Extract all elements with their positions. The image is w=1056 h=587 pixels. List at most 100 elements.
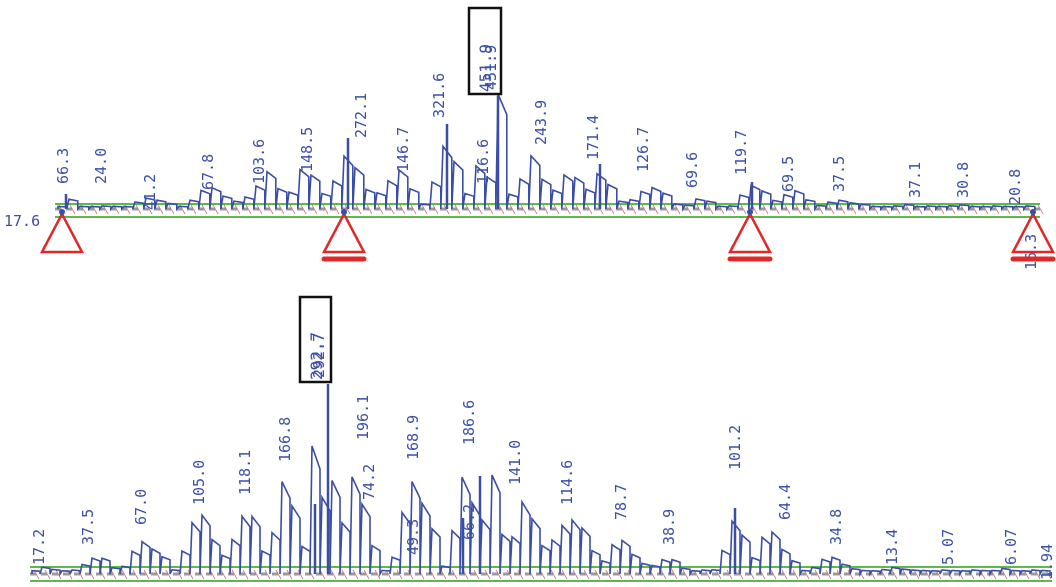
beam-hatch (363, 569, 370, 580)
beam-hatch (704, 569, 711, 580)
beam-hatch (652, 204, 659, 215)
bottom-value-label: 34.8 (827, 509, 845, 545)
beam-hatch (707, 204, 714, 215)
beam-hatch (781, 569, 788, 580)
beam-hatch (234, 204, 241, 215)
pin-support-icon (39, 211, 85, 254)
beam-hatch (762, 204, 769, 215)
beam-hatch (256, 204, 263, 215)
beam-hatch (905, 204, 912, 215)
beam-hatch (432, 204, 439, 215)
bottom-value-label: 105.0 (190, 460, 208, 505)
bottom-value-label: 78.7 (612, 484, 630, 520)
beam-hatch (443, 204, 450, 215)
beam-hatch (407, 569, 414, 580)
top-value-label: 37.1 (906, 162, 924, 198)
top-value-label: 116.6 (474, 139, 492, 184)
beam-hatch (157, 204, 164, 215)
bottom-value-label: 1.94 (1038, 544, 1056, 580)
beam-hatch (168, 204, 175, 215)
beam-hatch (146, 204, 153, 215)
beam-hatch (190, 204, 197, 215)
beam-hatch (212, 204, 219, 215)
beam-hatch (341, 569, 348, 580)
beam-hatch (498, 204, 505, 215)
bottom-value-label: 5.07 (939, 529, 957, 565)
beam-hatch (154, 569, 161, 580)
beam-hatch (374, 569, 381, 580)
beam-hatch (630, 204, 637, 215)
beam-hatch (476, 204, 483, 215)
beam-hatch (366, 204, 373, 215)
node-dot (59, 209, 65, 215)
beam-hatch (583, 569, 590, 580)
top-value-label: 243.9 (532, 100, 550, 145)
beam-hatch (396, 569, 403, 580)
beam-hatch (517, 569, 524, 580)
beam-hatch (278, 204, 285, 215)
bottom-value-labels: 17.2 37.5 67.0 105.0 118.1 166.8 292.7 196.1 74.… (30, 333, 1056, 580)
top-value-label: 37.5 (830, 156, 848, 192)
bottom-force-diagram: 17.2 37.5 67.0 105.0 118.1 166.8 292.7 196.1 74.… (30, 295, 1056, 582)
beam-hatch (847, 569, 854, 580)
beam-hatch (671, 569, 678, 580)
beam-hatch (817, 204, 824, 215)
beam-hatch (696, 204, 703, 215)
beam-hatch (795, 204, 802, 215)
beam-hatch (608, 204, 615, 215)
top-max-value-label: 451.9 (476, 44, 495, 92)
top-beam (55, 203, 1044, 218)
beam-hatch (803, 569, 810, 580)
top-value-label: 321.6 (430, 73, 448, 118)
beam-hatch (344, 204, 351, 215)
pin-support-icon (1010, 211, 1056, 254)
beam-hatch (564, 204, 571, 215)
beam-hatch (330, 569, 337, 580)
beam-hatch (286, 569, 293, 580)
beam-hatch (143, 569, 150, 580)
beam-hatch (627, 569, 634, 580)
bottom-value-label: 49.3 (404, 519, 422, 555)
beam-hatch (553, 204, 560, 215)
beam-hatch (495, 569, 502, 580)
bottom-value-label: 168.9 (404, 415, 422, 460)
top-value-label: 67.8 (199, 154, 217, 190)
diagram-outline-path (57, 93, 1036, 213)
beam-hatch (410, 204, 417, 215)
beam-hatch (69, 204, 76, 215)
pin-support-icon (727, 211, 773, 254)
beam-hatch (575, 204, 582, 215)
beam-hatch (440, 569, 447, 580)
beam-hatch (913, 569, 920, 580)
beam-hatch (311, 204, 318, 215)
beam-hatch (176, 569, 183, 580)
bottom-value-label: 118.1 (236, 450, 254, 495)
beam-hatch (506, 569, 513, 580)
beam-hatch (605, 569, 612, 580)
beam-hatch (594, 569, 601, 580)
beam-hatch (165, 569, 172, 580)
beam-hatch (55, 569, 62, 580)
beam-hatch (586, 204, 593, 215)
top-value-label: 119.7 (732, 130, 750, 175)
beam-hatch (473, 569, 480, 580)
beam-hatch (451, 569, 458, 580)
beam-hatch (1034, 569, 1041, 580)
bottom-value-label: 38.9 (660, 509, 678, 545)
beam-hatch (187, 569, 194, 580)
bottom-value-label: 17.2 (30, 529, 48, 565)
beam-hatch (322, 204, 329, 215)
beam-hatch (275, 569, 282, 580)
top-value-label: 20.8 (1006, 169, 1024, 205)
beam-hatch (572, 569, 579, 580)
bottom-value-label: 13.4 (883, 529, 901, 565)
top-value-label: 272.1 (352, 93, 370, 138)
top-value-label: 69.5 (779, 156, 797, 192)
bottom-value-label: 186.6 (460, 400, 478, 445)
beam-hatch (891, 569, 898, 580)
bottom-max-value-label: 292.7 (307, 332, 326, 380)
beam-hatch (616, 569, 623, 580)
beam-hatch (253, 569, 260, 580)
beam-hatch (454, 204, 461, 215)
